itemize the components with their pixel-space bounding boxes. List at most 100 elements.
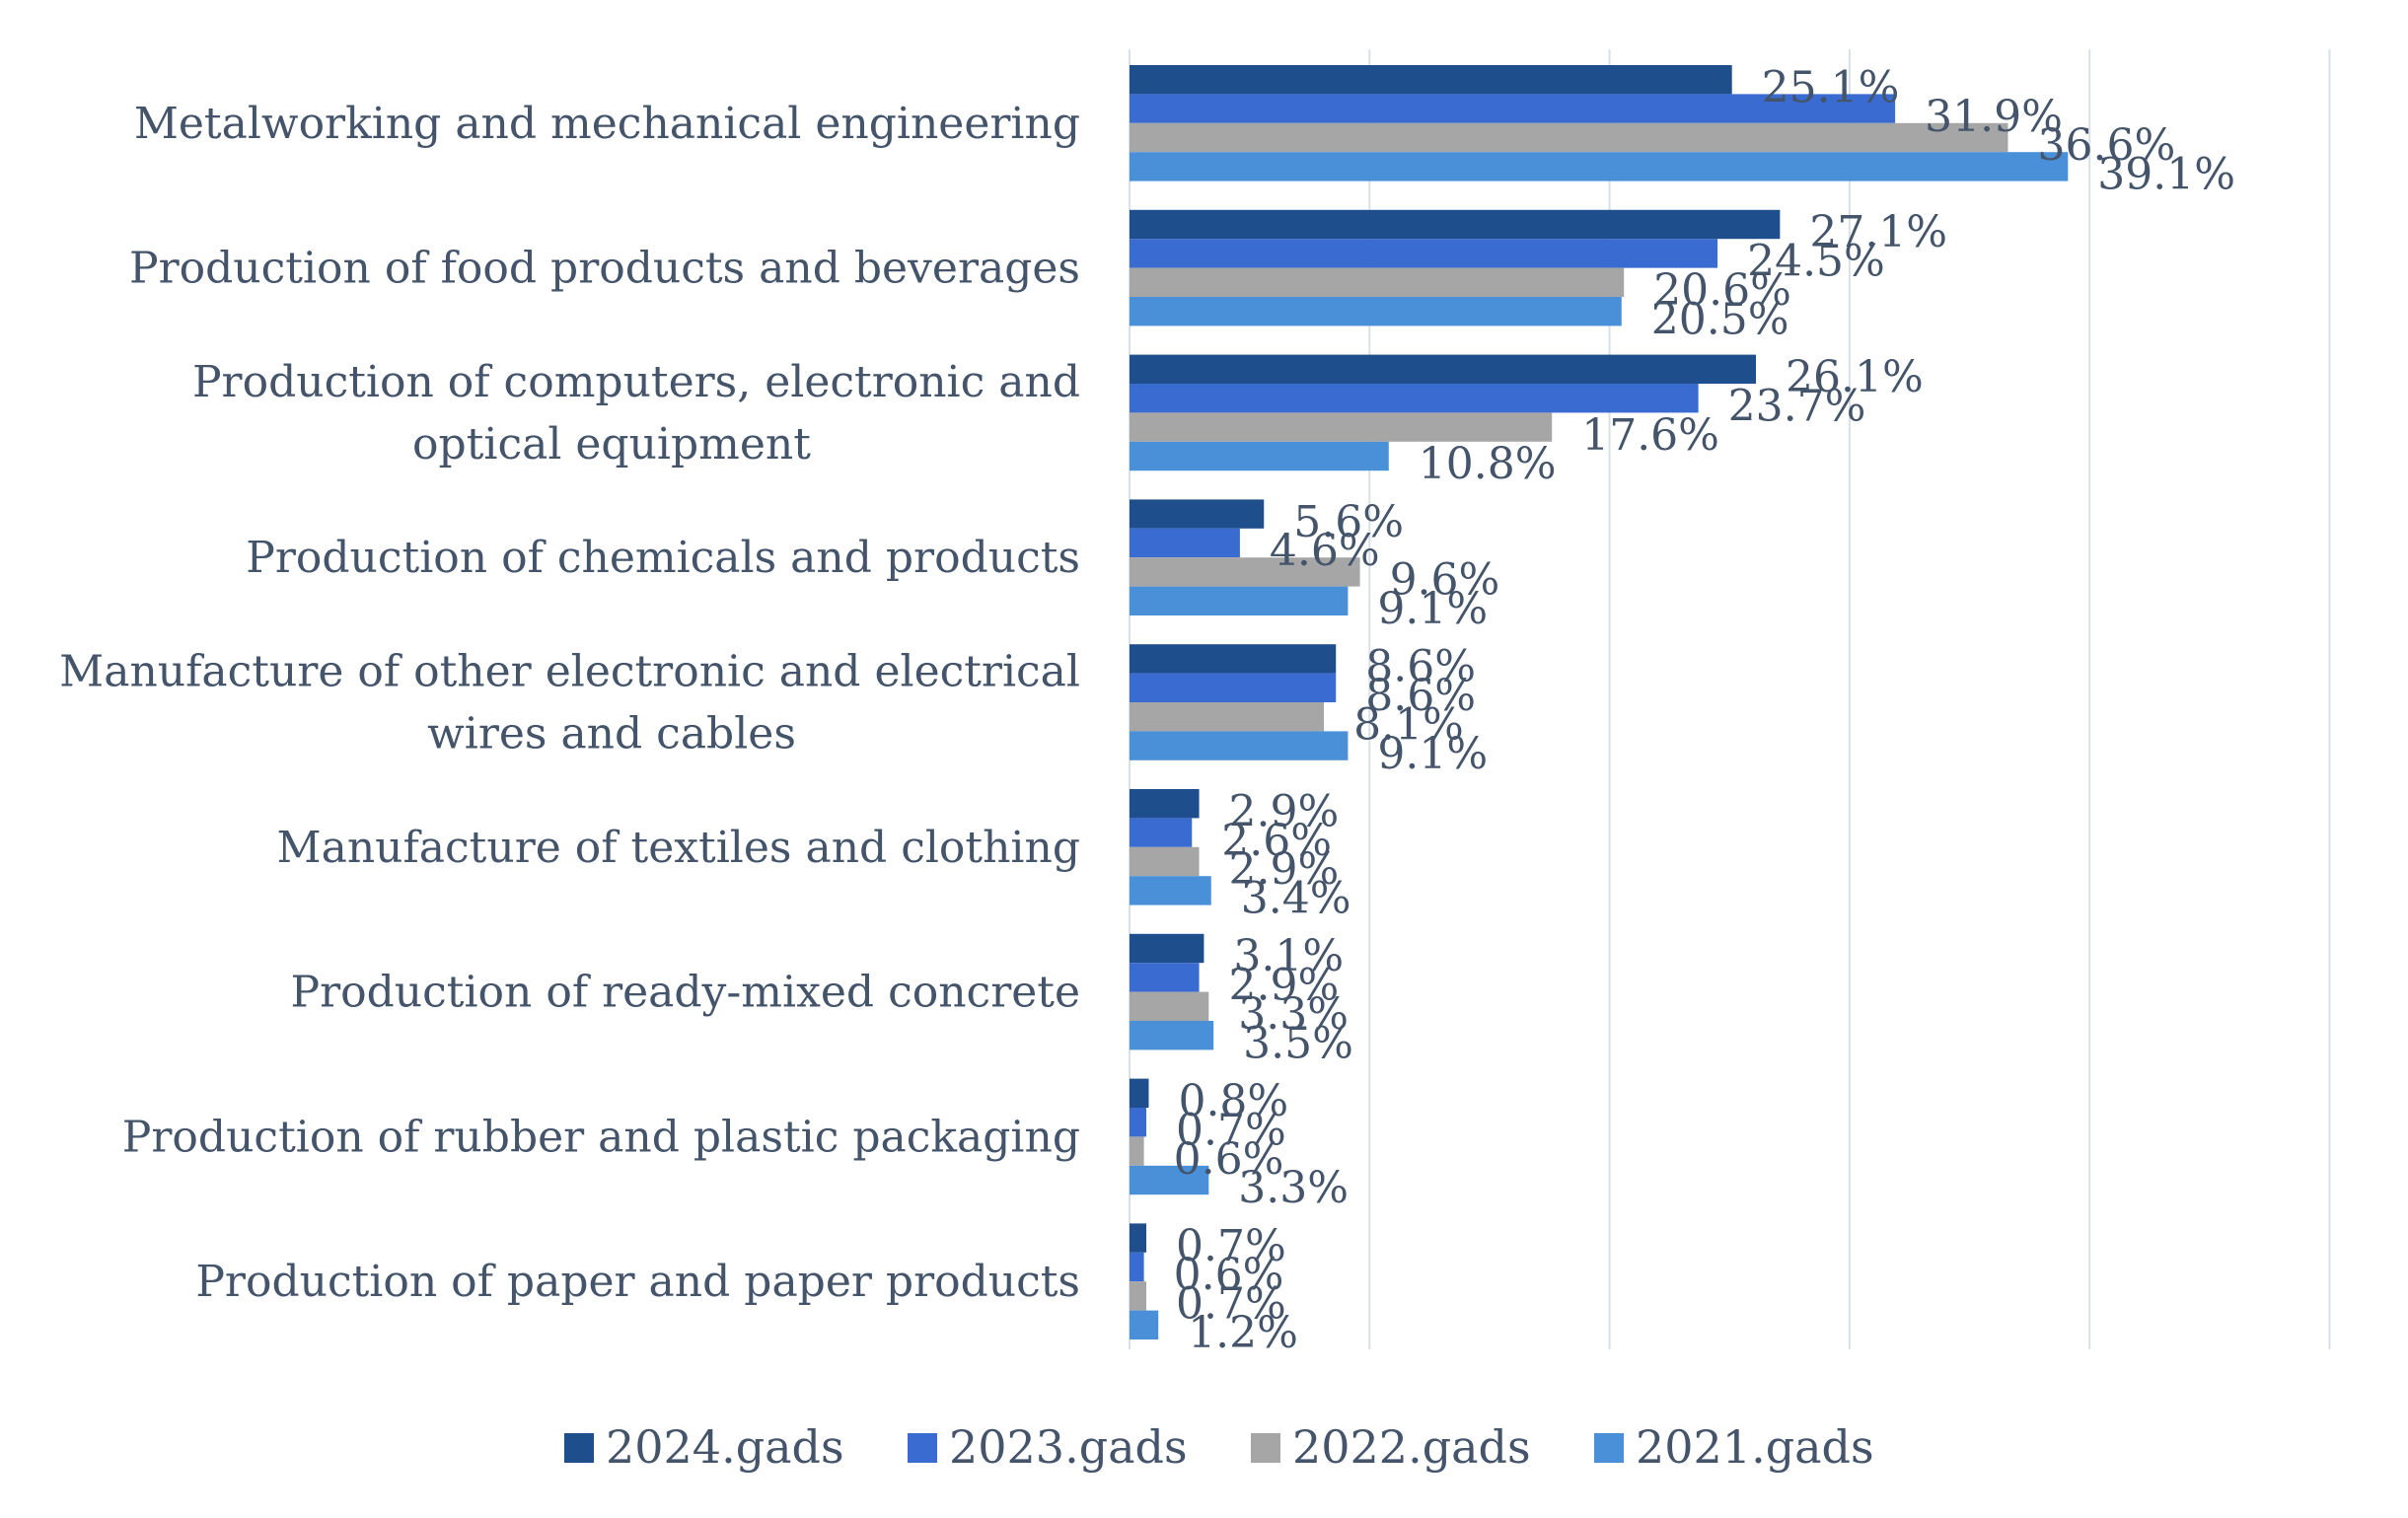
bar (1130, 1021, 1214, 1050)
data-label: 3.3% (1238, 989, 1349, 1040)
legend-swatch (908, 1433, 937, 1463)
bar (1130, 876, 1211, 905)
bar (1130, 1078, 1149, 1108)
bar (1130, 1165, 1209, 1195)
bar (1130, 267, 1625, 297)
category-label: Production of chemicals and products (246, 533, 1080, 583)
legend-label: 2023.gads (949, 1420, 1188, 1474)
legend-item: 2021.gads (1594, 1420, 1874, 1474)
bar (1130, 1108, 1147, 1137)
data-label: 9.1% (1377, 584, 1488, 634)
legend-swatch (1251, 1433, 1280, 1463)
data-label: 23.7% (1728, 381, 1866, 431)
data-label: 0.6% (1174, 1134, 1284, 1185)
data-label: 5.6% (1293, 497, 1404, 547)
bar (1130, 644, 1337, 674)
bar (1130, 846, 1200, 877)
category-labels: Metalworking and mechanical engineering P… (59, 99, 1080, 1307)
data-labels: 25.1% 31.9%36.6%39.1% 27.1%24.5%20.6%20.5%… (1174, 62, 2235, 1358)
data-label: 25.1% (1762, 62, 1900, 112)
data-label: 9.1% (1377, 729, 1488, 779)
data-label: 3.3% (1238, 1163, 1349, 1213)
category-label: Production of food products and beverage… (129, 244, 1080, 294)
bar (1130, 1136, 1144, 1166)
bar (1130, 122, 2008, 153)
bar (1130, 412, 1553, 442)
bar (1130, 297, 1622, 326)
data-label: 24.5% (1747, 237, 1885, 287)
bar (1130, 239, 1718, 268)
bar (1130, 1252, 1144, 1282)
data-label: 0.6% (1174, 1250, 1284, 1300)
data-label: 27.1% (1809, 207, 1947, 257)
bar (1130, 499, 1265, 529)
data-label: 0.7% (1176, 1221, 1286, 1271)
bars (1130, 65, 2069, 1339)
bar (1130, 152, 2069, 181)
bar (1130, 1310, 1159, 1339)
legend-swatch (1594, 1433, 1624, 1463)
bar (1130, 818, 1193, 847)
data-label: 10.8% (1419, 439, 1557, 489)
bar (1130, 933, 1204, 964)
bar (1130, 354, 1757, 384)
category-label: wires and cables (427, 709, 796, 759)
category-label: Metalworking and mechanical engineering (134, 99, 1080, 149)
data-label: 2.9% (1229, 786, 1340, 836)
data-label: 2.9% (1229, 844, 1340, 895)
bar (1130, 1281, 1147, 1311)
bar (1130, 963, 1200, 992)
bar (1130, 209, 1781, 240)
bar (1130, 702, 1325, 732)
data-label: 8.6% (1365, 642, 1476, 692)
category-label: Production of ready-mixed concrete (290, 968, 1080, 1018)
legend: 2024.gads 2023.gads 2022.gads 2021.gads (564, 1420, 1874, 1474)
data-label: 8.6% (1365, 671, 1476, 721)
data-label: 2.9% (1229, 961, 1340, 1011)
bar (1130, 557, 1360, 587)
category-label: Manufacture of other electronic and elec… (59, 647, 1080, 697)
bar (1130, 65, 1732, 95)
bar (1130, 94, 1896, 123)
legend-swatch (564, 1433, 594, 1463)
data-label: 1.2% (1188, 1308, 1298, 1358)
bar (1130, 441, 1389, 471)
legend-item: 2024.gads (564, 1420, 844, 1474)
bar (1130, 731, 1349, 760)
category-label: optical equipment (412, 419, 811, 470)
data-label: 0.7% (1176, 1279, 1286, 1330)
legend-item: 2022.gads (1251, 1420, 1531, 1474)
bar (1130, 673, 1337, 702)
data-label: 20.6% (1653, 265, 1791, 316)
bar (1130, 384, 1699, 413)
category-label: Production of paper and paper products (195, 1257, 1080, 1307)
bar (1130, 1223, 1147, 1253)
data-label: 3.1% (1233, 931, 1344, 981)
data-label: 2.6% (1221, 816, 1332, 866)
category-label: Production of computers, electronic and (192, 357, 1080, 407)
bar (1130, 789, 1200, 819)
data-label: 39.1% (2097, 150, 2235, 200)
bar (1130, 528, 1240, 558)
data-label: 9.6% (1390, 555, 1500, 606)
data-label: 4.6% (1270, 526, 1380, 576)
category-label: Production of rubber and plastic packagi… (122, 1112, 1080, 1162)
data-label: 3.4% (1241, 874, 1351, 924)
data-label: 20.5% (1651, 294, 1789, 344)
legend-label: 2021.gads (1636, 1420, 1874, 1474)
category-label: Manufacture of textiles and clothing (277, 823, 1080, 873)
legend-label: 2024.gads (606, 1420, 844, 1474)
data-label: 31.9% (1925, 92, 2063, 142)
data-label: 8.1% (1353, 699, 1464, 750)
legend-item: 2023.gads (908, 1420, 1188, 1474)
legend-label: 2022.gads (1292, 1420, 1531, 1474)
data-label: 0.7% (1176, 1105, 1286, 1155)
data-label: 3.5% (1243, 1018, 1353, 1068)
data-label: 36.6% (2037, 120, 2175, 171)
data-label: 17.6% (1581, 410, 1719, 461)
data-label: 0.8% (1178, 1076, 1288, 1126)
bar (1130, 586, 1349, 615)
bar (1130, 991, 1209, 1021)
data-label: 26.1% (1786, 352, 1924, 402)
